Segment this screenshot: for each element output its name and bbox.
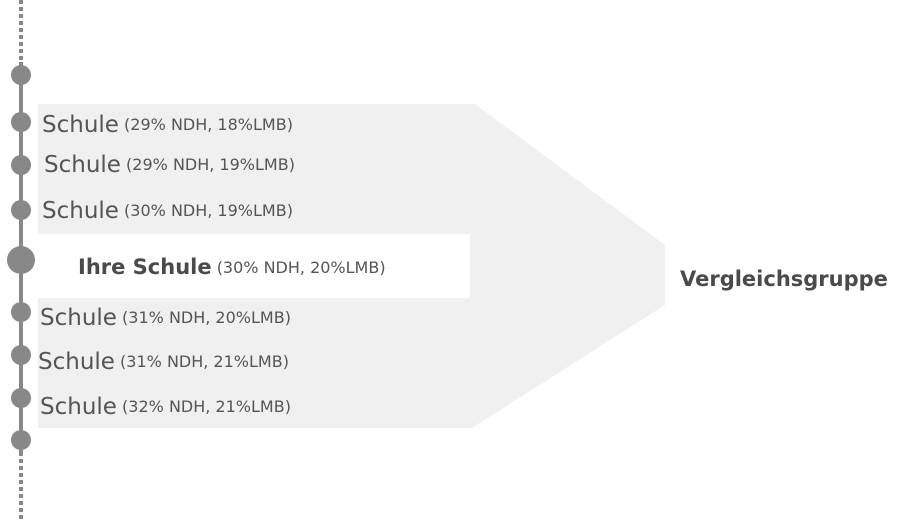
- school-entry: Schule (31% NDH, 20%LMB): [40, 305, 291, 331]
- timeline-dot: [7, 246, 35, 274]
- school-detail: (30% NDH, 20%LMB): [217, 258, 386, 277]
- group-label: Vergleichsgruppe: [680, 267, 888, 291]
- school-detail: (32% NDH, 21%LMB): [122, 397, 291, 416]
- school-name: Schule: [44, 152, 121, 178]
- own-school-entry: Ihre Schule (30% NDH, 20%LMB): [78, 255, 386, 279]
- school-name: Ihre Schule: [78, 255, 212, 279]
- school-name: Schule: [42, 112, 119, 138]
- school-name: Schule: [38, 349, 115, 375]
- school-name: Schule: [40, 394, 117, 420]
- highlight-row: [38, 234, 470, 298]
- school-detail: (29% NDH, 19%LMB): [126, 155, 295, 174]
- school-detail: (29% NDH, 18%LMB): [124, 115, 293, 134]
- timeline-dot: [11, 430, 31, 450]
- school-entry: Schule (29% NDH, 18%LMB): [42, 112, 293, 138]
- school-entry: Schule (29% NDH, 19%LMB): [44, 152, 295, 178]
- timeline-dot: [11, 155, 31, 175]
- timeline-dot: [11, 200, 31, 220]
- school-entry: Schule (31% NDH, 21%LMB): [38, 349, 289, 375]
- school-detail: (30% NDH, 19%LMB): [124, 201, 293, 220]
- timeline-dot: [11, 302, 31, 322]
- timeline-dot: [11, 345, 31, 365]
- school-entry: Schule (30% NDH, 19%LMB): [42, 198, 293, 224]
- timeline-dot: [11, 65, 31, 85]
- school-entry: Schule (32% NDH, 21%LMB): [40, 394, 291, 420]
- school-detail: (31% NDH, 21%LMB): [120, 352, 289, 371]
- school-name: Schule: [40, 305, 117, 331]
- timeline-dot: [11, 388, 31, 408]
- school-name: Schule: [42, 198, 119, 224]
- school-detail: (31% NDH, 20%LMB): [122, 308, 291, 327]
- timeline-dot: [11, 112, 31, 132]
